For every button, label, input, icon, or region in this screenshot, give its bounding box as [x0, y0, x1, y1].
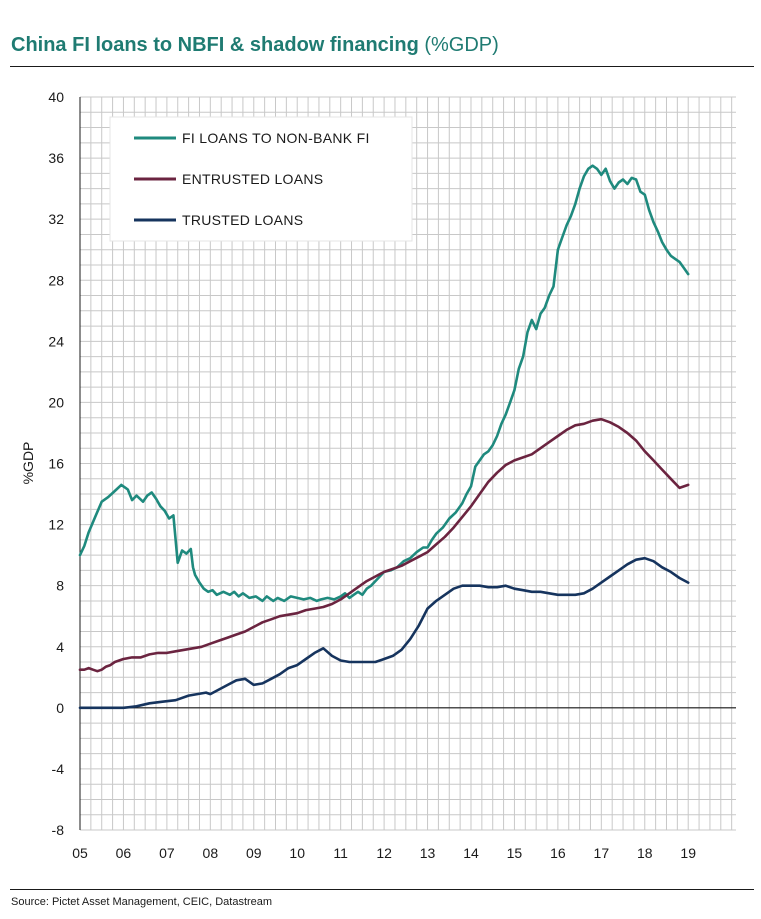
y-axis-label: %GDP — [20, 442, 36, 485]
legend-label-2: ENTRUSTED LOANS — [182, 171, 323, 187]
title-rule — [10, 66, 754, 67]
line-chart: -8 -4 0 4 8 12 16 20 24 28 32 36 40 05 06 07 08 09 10 11 12… — [20, 89, 736, 861]
y-tick-label: 32 — [48, 211, 64, 227]
y-tick-label: 4 — [56, 639, 64, 655]
legend-label-3: TRUSTED LOANS — [182, 212, 303, 228]
y-tick-label: 20 — [48, 394, 64, 410]
y-axis: -8 -4 0 4 8 12 16 20 24 28 32 36 40 — [48, 89, 736, 838]
chart-title-unit: (%GDP) — [424, 34, 499, 56]
x-tick-label: 18 — [637, 845, 653, 861]
chart-title: China FI loans to NBFI & shadow financin… — [11, 34, 499, 57]
y-tick-label: 12 — [48, 517, 64, 533]
y-tick-label: 16 — [48, 456, 64, 472]
y-tick-label: 24 — [48, 333, 64, 349]
x-tick-label: 09 — [246, 845, 262, 861]
y-tick-label: 8 — [56, 578, 64, 594]
series-line-2 — [78, 417, 690, 673]
chart-title-main: China FI loans to NBFI & shadow financin… — [11, 34, 419, 56]
source-rule — [10, 889, 754, 890]
x-tick-label: 13 — [420, 845, 436, 861]
legend-label-1: FI LOANS TO NON-BANK FI — [182, 130, 370, 146]
y-tick-label: 36 — [48, 150, 64, 166]
legend: FI LOANS TO NON-BANK FI ENTRUSTED LOANS TR… — [109, 116, 413, 242]
x-tick-label: 05 — [72, 845, 88, 861]
x-tick-label: 16 — [550, 845, 566, 861]
series-lines — [78, 164, 690, 710]
series-line-1 — [78, 164, 690, 603]
y-tick-label: 40 — [48, 89, 64, 105]
x-tick-label: 19 — [680, 845, 696, 861]
y-tick-label: 28 — [48, 272, 64, 288]
source-note: Source: Pictet Asset Management, CEIC, D… — [11, 896, 273, 908]
x-tick-label: 06 — [116, 845, 132, 861]
series-line-3 — [78, 556, 690, 710]
x-tick-label: 14 — [463, 845, 479, 861]
y-tick-label: -8 — [52, 822, 65, 838]
y-tick-label: 0 — [56, 700, 64, 716]
x-tick-label: 07 — [159, 845, 175, 861]
x-axis: 05 06 07 08 09 10 11 12 13 14 15 16 17 18 19 — [72, 845, 696, 861]
x-tick-label: 08 — [203, 845, 219, 861]
y-tick-label: -4 — [52, 761, 65, 777]
x-tick-label: 17 — [594, 845, 610, 861]
x-tick-label: 12 — [376, 845, 392, 861]
x-tick-label: 15 — [507, 845, 523, 861]
x-tick-label: 11 — [333, 845, 348, 861]
x-tick-label: 10 — [289, 845, 305, 861]
